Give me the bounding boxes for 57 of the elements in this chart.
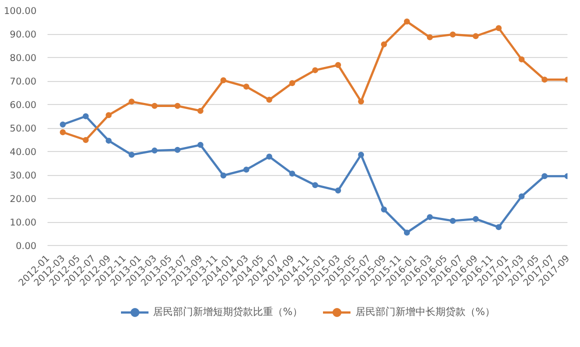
y-tick-label: 60.00 (10, 100, 37, 111)
point (335, 188, 342, 194)
point (289, 170, 296, 177)
point (82, 113, 89, 120)
point (60, 121, 66, 128)
point (152, 102, 158, 109)
y-tick-label: 40.00 (10, 147, 37, 158)
y-tick-label: 80.00 (10, 53, 37, 64)
point (128, 152, 135, 158)
y-tick-label: 70.00 (10, 76, 37, 88)
point (243, 84, 250, 90)
point (472, 216, 479, 222)
point (450, 31, 456, 38)
point (380, 41, 387, 48)
point (289, 80, 296, 86)
point (404, 230, 410, 236)
point (542, 173, 548, 180)
point (220, 77, 226, 84)
y-tick-label: 100.00 (4, 6, 37, 17)
point (197, 142, 204, 148)
point (128, 98, 135, 105)
point (266, 96, 272, 103)
point (542, 76, 548, 83)
point (82, 136, 89, 143)
point (358, 98, 364, 104)
point (496, 224, 502, 230)
point (197, 108, 204, 114)
point (450, 218, 456, 224)
point (106, 112, 112, 118)
point (152, 148, 158, 154)
point (426, 214, 433, 220)
point (380, 206, 387, 213)
point (220, 172, 226, 178)
point (358, 152, 364, 158)
y-tick-label: 50.00 (10, 124, 37, 134)
point (518, 56, 525, 62)
point (404, 18, 410, 25)
y-tick-label: 10.00 (10, 218, 37, 228)
point (312, 67, 318, 74)
point (426, 34, 433, 40)
point (174, 146, 180, 153)
point (266, 154, 272, 160)
point (335, 62, 342, 68)
legend-label: 居民部门新增中长期贷款（%） (356, 306, 496, 319)
point (106, 138, 112, 144)
point (243, 166, 250, 173)
point (312, 182, 318, 188)
legend-label: 居民部门新增短期贷款比重（%） (152, 306, 302, 319)
y-tick-label: 20.00 (10, 194, 37, 205)
y-tick-label: 0.00 (16, 241, 37, 252)
point (60, 129, 66, 136)
point (472, 33, 479, 40)
point (496, 25, 502, 32)
y-tick-label: 90.00 (10, 30, 37, 40)
point (174, 102, 180, 109)
point (518, 193, 525, 200)
y-tick-label: 30.00 (10, 170, 37, 182)
